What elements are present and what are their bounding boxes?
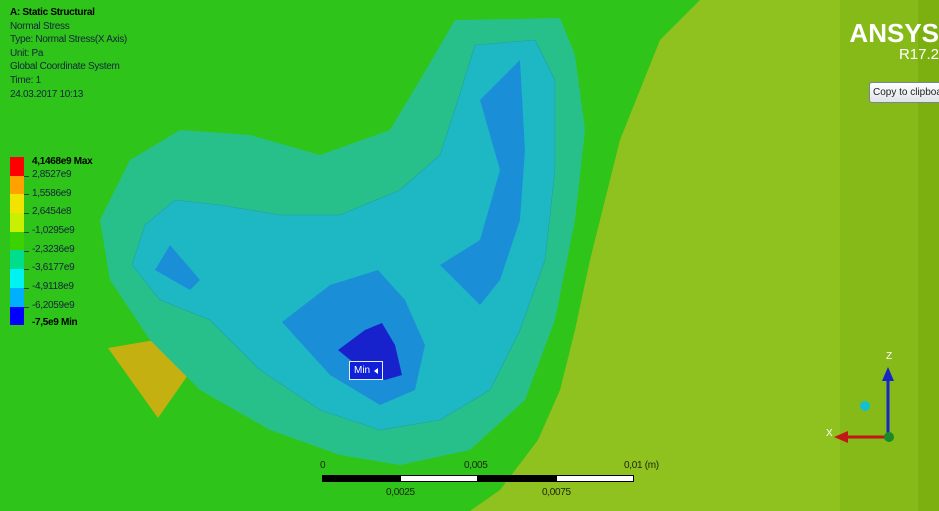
legend-value: 1,5586e9 xyxy=(32,188,72,199)
scale-segment xyxy=(478,475,556,482)
result-timestamp: 24.03.2017 10:13 xyxy=(10,88,84,100)
contour-edge-line xyxy=(131,39,556,431)
legend-tick xyxy=(24,306,29,308)
legend-min-label: -7,5e9 Min xyxy=(32,317,78,328)
legend-swatch xyxy=(10,175,24,195)
legend-max-label: 4,1468e9 Max xyxy=(32,156,93,167)
legend-value: -1,0295e9 xyxy=(32,225,75,236)
triad-axes-icon xyxy=(834,367,894,443)
legend-swatch xyxy=(10,157,24,176)
legend-swatch xyxy=(10,269,24,288)
analysis-title: A: Static Structural xyxy=(10,7,95,18)
contour-band-blue-left xyxy=(155,245,200,290)
result-unit: Unit: Pa xyxy=(10,47,44,59)
legend-tick xyxy=(24,231,29,233)
scale-label-start: 0 xyxy=(320,460,326,471)
copy-to-clipboard-button[interactable]: Copy to clipboard xyxy=(869,82,939,103)
legend-value: 2,8527e9 xyxy=(32,169,72,180)
contour-band-blue-upper xyxy=(440,60,525,305)
scale-segment xyxy=(322,475,400,482)
ansys-logo: ANSYS R17.2 xyxy=(849,20,939,64)
scale-label-three-quarter: 0,0075 xyxy=(542,487,571,498)
min-probe-text: Min xyxy=(354,365,371,376)
coordinate-triad[interactable]: Z X xyxy=(820,345,910,455)
legend-value: 2,6454e8 xyxy=(32,206,72,217)
x-axis-label: X xyxy=(826,428,833,439)
legend-tick xyxy=(24,269,29,271)
legend-tick xyxy=(24,213,29,215)
result-type: Type: Normal Stress(X Axis) xyxy=(10,34,127,46)
z-axis-label: Z xyxy=(886,351,893,362)
probe-pointer-icon xyxy=(374,367,379,374)
legend-value: -4,9118e9 xyxy=(32,281,74,292)
contour-band-cyan xyxy=(132,40,555,430)
legend-swatch xyxy=(10,213,24,232)
scale-label-mid: 0,005 xyxy=(464,460,488,471)
legend-tick xyxy=(24,287,29,289)
result-name: Normal Stress xyxy=(10,20,70,32)
legend-value: -2,3236e9 xyxy=(32,244,75,255)
scale-segment xyxy=(556,475,634,482)
legend-tick xyxy=(24,175,29,177)
legend-value: -6,2059e9 xyxy=(32,300,75,311)
contour-band-deep-blue xyxy=(338,323,402,380)
contour-right-edge xyxy=(918,0,939,511)
legend-tick xyxy=(24,194,29,196)
scale-label-end: 0,01 (m) xyxy=(624,460,659,471)
legend-swatch xyxy=(10,194,24,214)
coordinate-system: Global Coordinate System xyxy=(10,61,120,73)
scale-segment xyxy=(400,475,478,482)
brand-version: R17.2 xyxy=(898,46,939,63)
legend-swatch xyxy=(10,306,24,326)
result-time: Time: 1 xyxy=(10,74,41,86)
legend-swatch xyxy=(10,250,24,270)
scale-label-quarter: 0,0025 xyxy=(386,487,415,498)
legend-swatch xyxy=(10,231,24,251)
min-probe-label[interactable]: Min xyxy=(349,361,384,380)
result-details: A: Static Structural Normal Stress Type:… xyxy=(10,6,127,101)
legend-tick xyxy=(24,250,29,252)
brand-name: ANSYS xyxy=(849,18,939,48)
legend-swatch xyxy=(10,287,24,307)
contour-band-yellow xyxy=(108,340,188,418)
legend-value: -3,6177e9 xyxy=(32,262,75,273)
